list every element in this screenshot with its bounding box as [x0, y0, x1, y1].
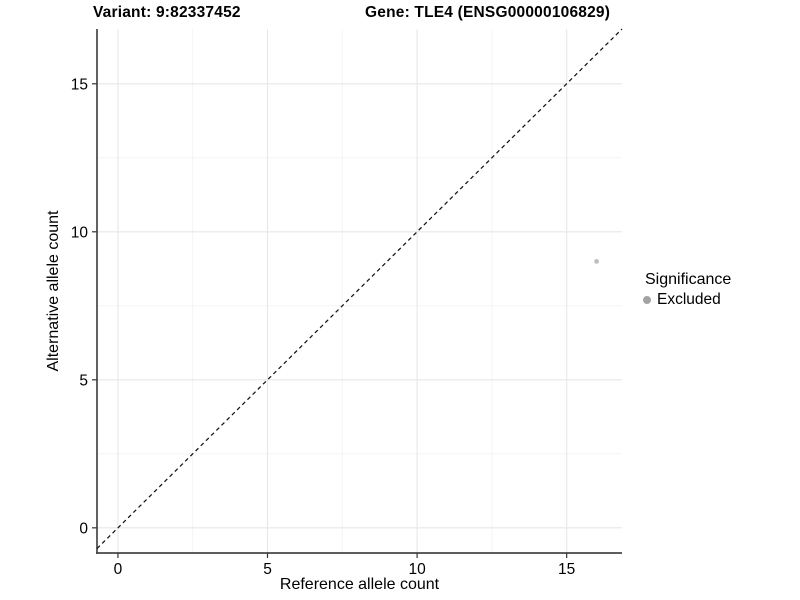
legend-point-icon [643, 296, 651, 304]
legend-title: Significance [645, 271, 732, 288]
x-tick-label: 5 [263, 561, 272, 578]
legend-item-label: Excluded [657, 291, 721, 308]
y-tick-label: 0 [79, 520, 88, 537]
y-tick-label: 5 [79, 372, 88, 389]
x-axis-title: Reference allele count [279, 576, 440, 593]
identity-line [96, 28, 623, 550]
x-tick-label: 10 [408, 561, 426, 578]
legend-item-excluded: Excluded [640, 291, 731, 309]
x-tick-label: 0 [114, 561, 123, 578]
data-point [594, 258, 599, 264]
gene-title: Gene: TLE4 (ENSG00000106829) [365, 4, 611, 21]
legend-key [640, 293, 654, 307]
y-axis-title: Alternative allele count [45, 210, 62, 372]
x-tick-label: 15 [558, 561, 575, 578]
variant-title: Variant: 9:82337452 [93, 4, 241, 21]
y-tick-label: 10 [71, 224, 89, 241]
y-tick-label: 15 [71, 76, 88, 93]
legend: Significance Excluded [640, 271, 731, 309]
